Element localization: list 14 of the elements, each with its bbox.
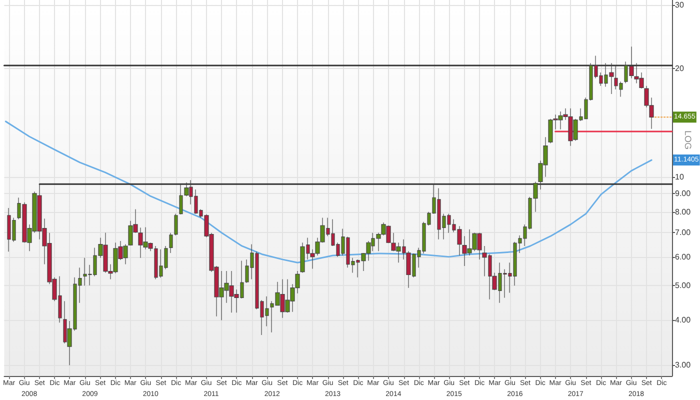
y-tick-label: 9.00 <box>675 188 692 198</box>
y-tick-label: 3.00 <box>675 360 692 370</box>
y-tick-label: 20 <box>675 64 684 74</box>
candlestick <box>174 213 178 236</box>
y-tick-label: 6.00 <box>675 252 692 262</box>
candlestick <box>169 232 173 254</box>
y-tick-label: 7.00 <box>675 228 692 238</box>
y-tick-label: 4.00 <box>675 316 692 325</box>
y-tick-label: 5.00 <box>675 280 692 290</box>
text: LOG <box>683 130 693 150</box>
line-series <box>4 120 652 264</box>
y-tick-label: 8.00 <box>675 207 692 216</box>
y-tick-label: 30 <box>675 0 684 10</box>
y-tick-label: 10 <box>675 172 684 182</box>
